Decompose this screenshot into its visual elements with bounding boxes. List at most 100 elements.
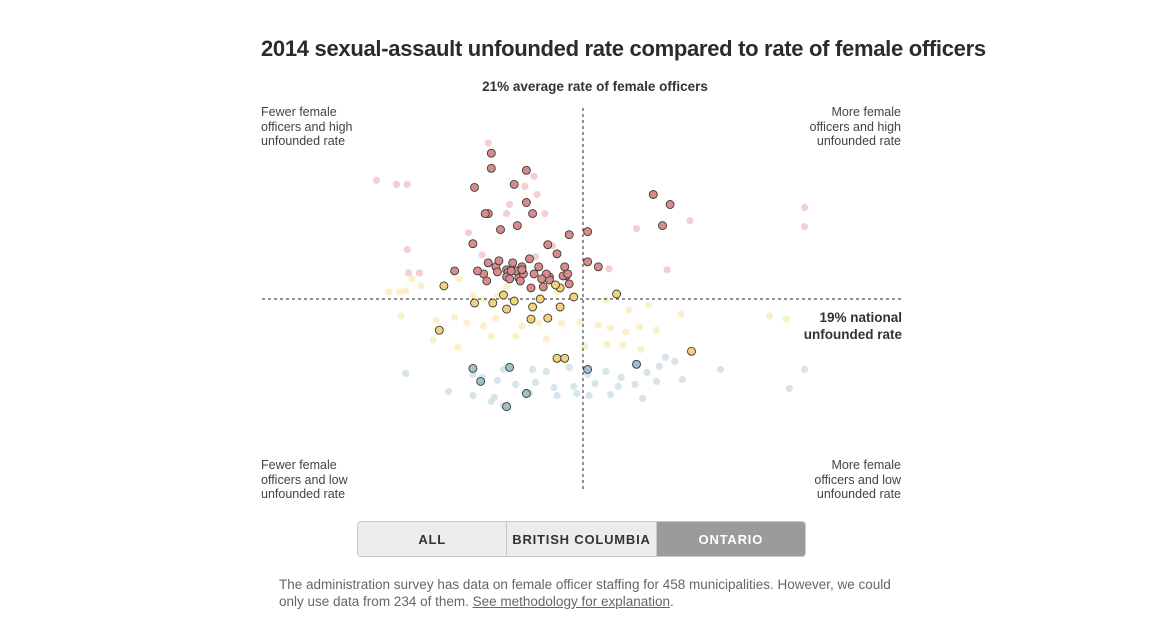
data-point-faded: [469, 291, 477, 299]
national-rate-line-1: 19% national: [819, 310, 902, 325]
data-point-faded: [506, 200, 514, 209]
quadrant-line: unfounded rate: [261, 487, 346, 501]
data-point-faded: [801, 365, 809, 373]
data-point-faded: [801, 203, 809, 212]
data-point-low: [632, 359, 641, 369]
data-point-faded: [432, 316, 440, 324]
data-point-mid: [569, 292, 579, 302]
data-point-faded: [530, 172, 538, 180]
data-point-high: [450, 266, 460, 276]
data-point-high: [508, 258, 518, 268]
data-point-high: [563, 269, 573, 279]
data-point-faded: [580, 342, 589, 350]
data-point-high: [505, 274, 515, 284]
data-point-mid: [502, 304, 512, 314]
data-point-faded: [392, 180, 401, 188]
data-point-faded: [542, 335, 550, 343]
data-point-high: [529, 269, 539, 279]
data-point-high: [470, 182, 479, 192]
data-point-high: [509, 179, 519, 189]
quadrant-label-bottom-left: Fewer female officers and low unfounded …: [261, 458, 391, 502]
data-point-high: [506, 266, 516, 276]
data-point-high: [564, 279, 574, 289]
filter-british-columbia-button[interactable]: BRITISH COLUMBIA: [507, 522, 657, 556]
data-point-high: [648, 190, 658, 199]
data-point-faded: [541, 210, 549, 218]
data-point-high: [473, 266, 482, 276]
data-point-faded: [484, 139, 492, 147]
data-point-faded: [521, 182, 529, 190]
data-point-faded: [503, 210, 511, 218]
filter-ontario-button[interactable]: ONTARIO: [656, 522, 805, 556]
data-point-mid: [439, 281, 449, 291]
data-point-faded: [602, 296, 610, 304]
data-point-faded: [550, 383, 558, 392]
data-point-faded: [645, 301, 653, 309]
data-point-low: [521, 389, 531, 398]
data-point-faded: [622, 328, 630, 336]
data-point-high: [528, 209, 538, 219]
data-point-faded: [487, 397, 495, 406]
data-point-high: [564, 230, 574, 240]
highlighted-points: [434, 148, 696, 412]
data-point-high: [486, 148, 496, 158]
quadrant-line: unfounded rate: [816, 134, 901, 148]
data-point-faded: [385, 288, 393, 296]
data-point-high: [486, 163, 496, 173]
quadrant-line: officers and low: [814, 472, 901, 487]
data-point-low: [583, 364, 593, 374]
data-point-faded: [625, 306, 633, 314]
data-point-high: [517, 265, 527, 275]
data-point-faded: [402, 369, 410, 377]
data-point-high: [583, 227, 593, 237]
data-point-faded: [535, 319, 543, 327]
data-point-mid: [552, 353, 562, 363]
data-point-faded: [493, 376, 501, 384]
data-point-faded: [617, 373, 625, 381]
data-point-faded: [429, 336, 437, 344]
quadrant-label-bottom-right: More female officers and low unfounded r…: [771, 458, 901, 502]
quadrant-line: More female: [831, 105, 901, 119]
note-text: The administration survey has data on fe…: [279, 577, 891, 609]
data-point-low: [505, 362, 515, 372]
data-point-faded: [454, 343, 462, 351]
province-filter: ALL BRITISH COLUMBIA ONTARIO: [357, 521, 806, 557]
chart-title: 2014 sexual-assault unfounded rate compa…: [261, 36, 986, 61]
data-point-high: [492, 267, 502, 277]
data-point-faded: [529, 365, 537, 373]
data-point-mid: [488, 298, 498, 308]
data-point-faded: [455, 275, 463, 283]
data-point-faded: [591, 379, 599, 387]
data-point-faded: [542, 367, 550, 375]
data-point-faded: [553, 391, 561, 400]
data-point-faded: [671, 357, 679, 365]
data-point-mid: [687, 346, 696, 356]
data-point-faded: [785, 384, 794, 393]
quadrant-line: officers and high: [809, 119, 902, 134]
data-point-faded: [655, 362, 664, 370]
data-point-faded: [565, 363, 573, 371]
data-point-mid: [509, 296, 519, 306]
data-point-high: [521, 165, 531, 175]
quadrant-label-top-right: More female officers and high unfounded …: [771, 105, 902, 149]
data-point-faded: [576, 318, 584, 326]
data-point-high: [496, 225, 505, 235]
data-point-faded: [492, 314, 500, 322]
data-point-faded: [686, 217, 694, 225]
data-point-high: [583, 257, 593, 267]
quadrant-line: Fewer female: [261, 105, 337, 119]
filter-all-button[interactable]: ALL: [358, 522, 508, 556]
quadrant-label-top-left: Fewer female officers and high unfounded…: [261, 105, 391, 149]
data-point-faded: [606, 390, 615, 399]
quadrant-line: Fewer female: [261, 458, 337, 472]
data-point-high: [512, 221, 522, 231]
data-point-faded: [637, 345, 645, 353]
data-point-mid: [551, 280, 560, 290]
data-point-high: [538, 282, 548, 292]
methodology-link[interactable]: See methodology for explanation: [472, 593, 671, 609]
data-point-faded: [417, 282, 425, 290]
female-officer-average-label: 21% average rate of female officers: [482, 79, 708, 94]
data-point-faded: [619, 341, 627, 349]
data-point-faded: [652, 377, 661, 385]
data-point-faded: [487, 332, 495, 340]
